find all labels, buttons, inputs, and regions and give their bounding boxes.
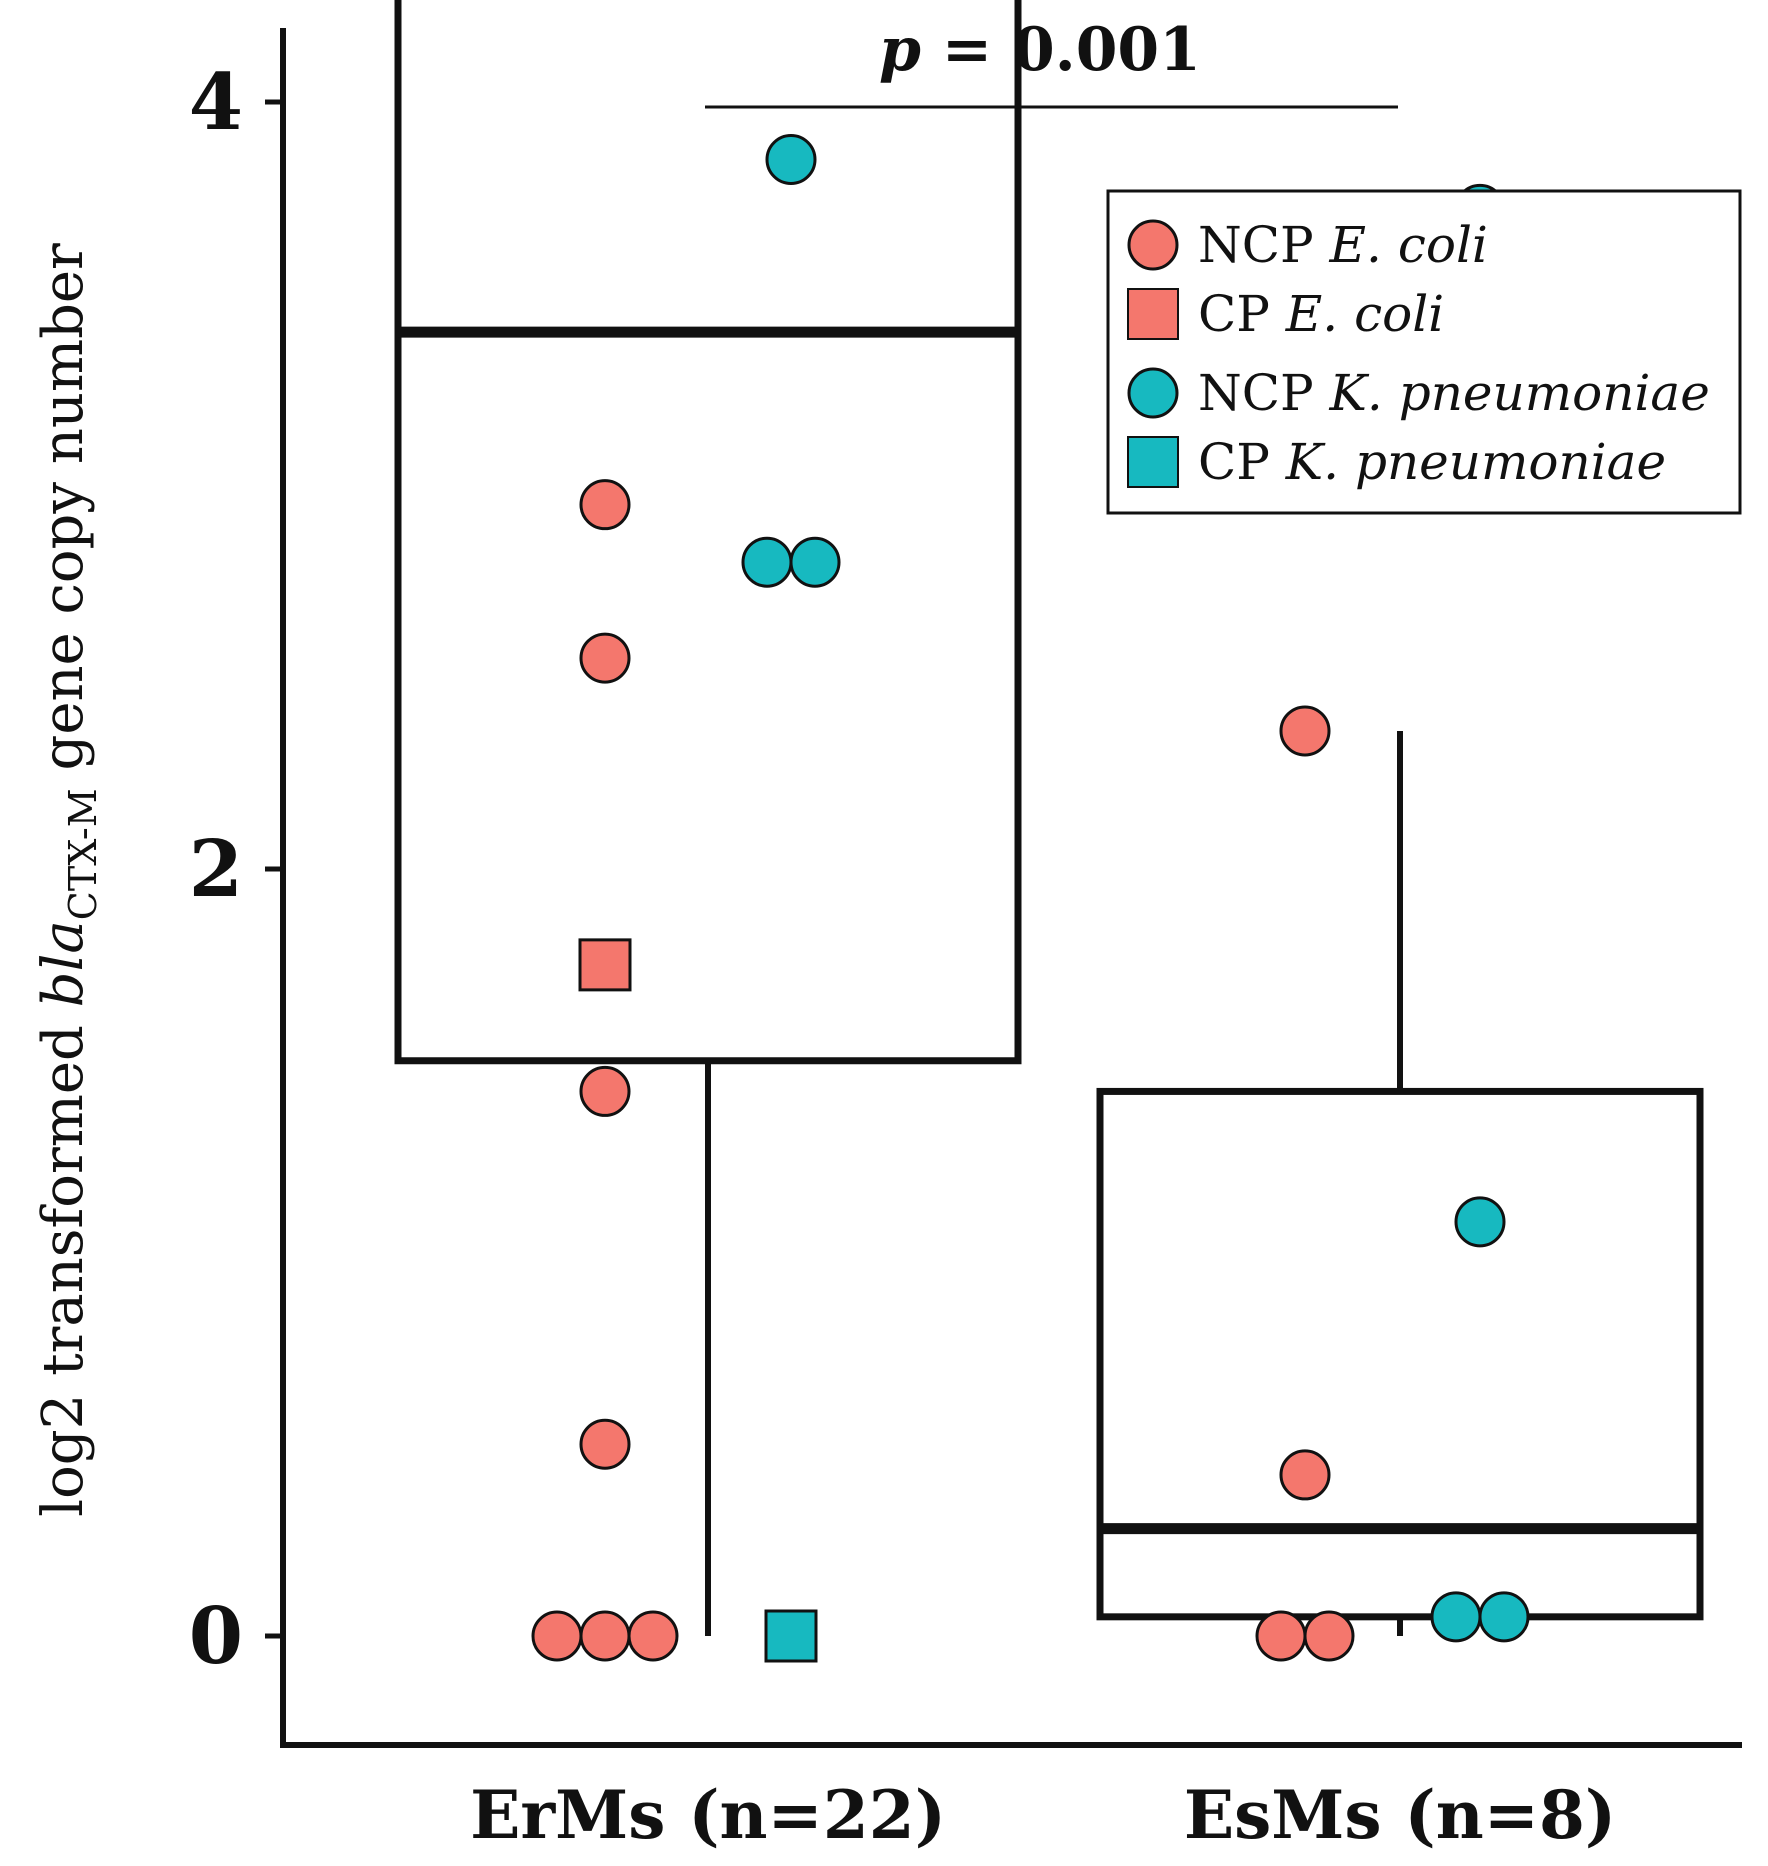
y-axis-label-suffix: gene copy number: [31, 243, 96, 788]
axes: [265, 28, 1742, 1748]
legend-label-organism: E. coli: [1329, 216, 1488, 274]
y-tick-label: 0: [189, 1591, 243, 1682]
data-point-square: [764, 1609, 818, 1663]
legend-label: NCP E. coli: [1198, 216, 1488, 274]
data-point-circle: [531, 1610, 583, 1662]
legend-marker-circle: [1127, 219, 1179, 271]
legend-label: NCP K. pneumoniae: [1198, 364, 1710, 422]
legend-label-organism: E. coli: [1285, 285, 1444, 343]
category-labels: ErMs (n=22) EsMs (n=8): [470, 1776, 1616, 1854]
legend-label-organism: K. pneumoniae: [1285, 433, 1666, 491]
y-axis-label: log2 transformed blaCTX-M gene copy numb…: [31, 243, 105, 1517]
y-axis-label-subscript: CTX-M: [61, 788, 105, 920]
data-point-circle: [741, 536, 793, 588]
legend-label: CP K. pneumoniae: [1198, 433, 1666, 491]
boxes: [394, 0, 1704, 1636]
data-point-circle: [1303, 1610, 1355, 1662]
data-point-circle: [1454, 1196, 1506, 1248]
category-label: ErMs (n=22): [470, 1776, 946, 1854]
data-point-circle: [579, 632, 631, 684]
box-iqr: [1096, 1087, 1704, 1621]
data-point-circle: [579, 1065, 631, 1117]
data-point-circle: [579, 1418, 631, 1470]
category-label: EsMs (n=8): [1184, 1776, 1616, 1854]
y-tick-label: 2: [189, 824, 243, 915]
y-axis-label-gene: bla: [31, 920, 96, 1007]
legend-marker-square: [1127, 288, 1179, 340]
data-point-circle: [765, 134, 817, 186]
significance-label: p = 0.001: [879, 15, 1201, 85]
data-point-circle: [1478, 1591, 1530, 1643]
data-point-circle: [1255, 1610, 1307, 1662]
data-point-circle: [579, 479, 631, 531]
data-point-circle: [1430, 1591, 1482, 1643]
tick-labels: 02468: [189, 57, 243, 1682]
legend-label-organism: K. pneumoniae: [1329, 364, 1710, 422]
data-point-circle: [627, 1610, 679, 1662]
legend-label-prefix: NCP: [1198, 216, 1330, 274]
data-point-circle: [1279, 1449, 1331, 1501]
data-point-circle: [1279, 705, 1331, 757]
data-point-circle: [579, 1610, 631, 1662]
legend-label-prefix: CP: [1198, 433, 1286, 491]
box-iqr: [394, 0, 1022, 1065]
significance-value: = 0.001: [921, 15, 1201, 85]
data-point-square: [578, 938, 632, 992]
legend-label-prefix: CP: [1198, 285, 1286, 343]
y-tick-label: 4: [189, 57, 243, 148]
legend-frame: [1106, 189, 1742, 515]
legend-marker-square: [1127, 436, 1179, 488]
legend-label: CP E. coli: [1198, 285, 1444, 343]
data-points: [531, 134, 1530, 1663]
significance-p-symbol: p: [879, 15, 921, 85]
data-point-circle: [789, 536, 841, 588]
legend-label-prefix: NCP: [1198, 364, 1330, 422]
legend-marker-circle: [1127, 367, 1179, 419]
y-axis-label-prefix: log2 transformed: [31, 1007, 96, 1516]
